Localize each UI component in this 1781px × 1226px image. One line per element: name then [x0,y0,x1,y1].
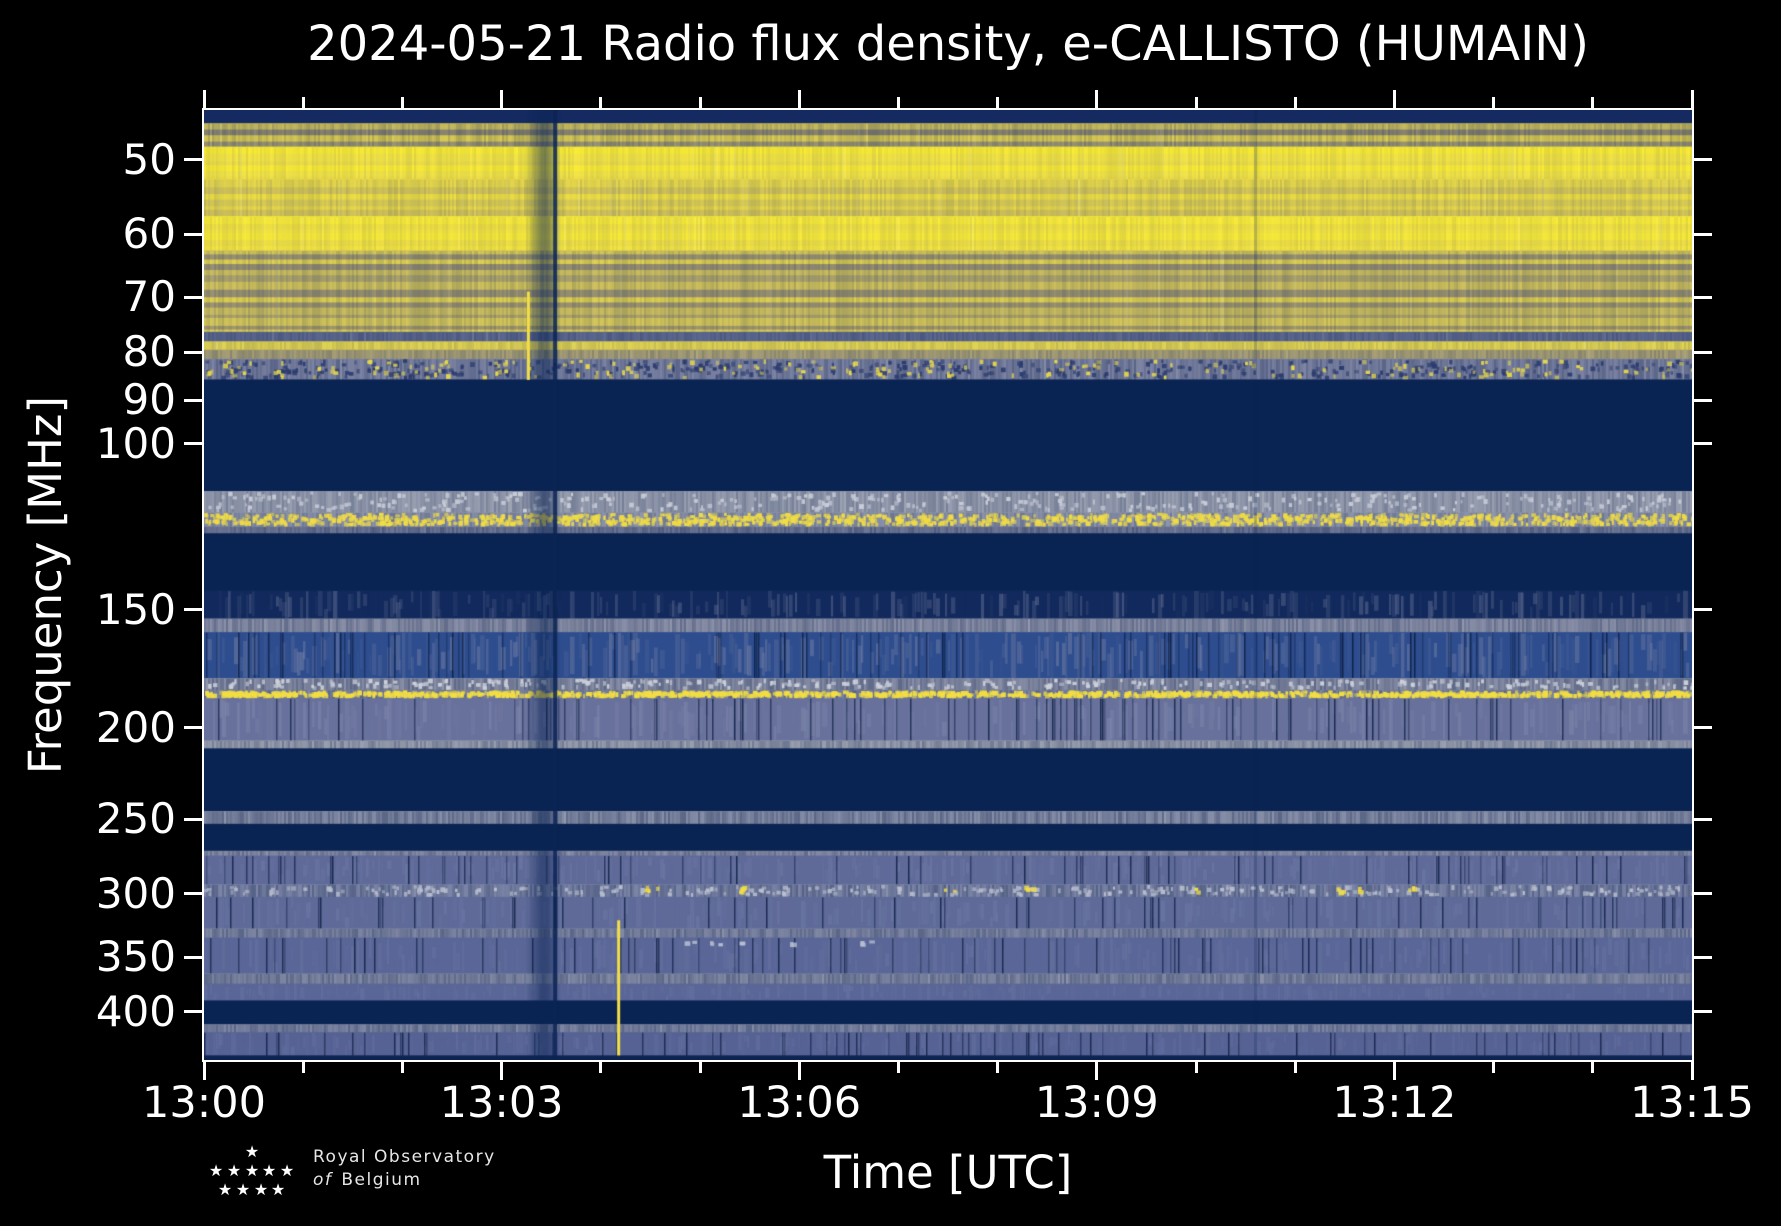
y-major-tick-right [1694,398,1712,402]
y-tick-label: 200 [95,702,176,752]
star-icon: ★ [279,1161,295,1180]
x-major-tick-top [797,90,801,108]
y-tick-label: 350 [95,932,176,981]
y-major-tick [184,726,202,730]
logo-text-of: of [313,1170,333,1190]
x-major-tick-top [1690,90,1694,108]
y-major-tick-right [1694,442,1712,446]
x-minor-tick-top [996,97,1000,108]
y-major-tick [184,955,202,959]
x-minor-tick [599,1062,603,1073]
x-major-tick-top [500,90,504,108]
x-minor-tick [1293,1062,1297,1073]
x-minor-tick-top [1194,97,1198,108]
x-minor-tick-top [698,97,702,108]
x-minor-tick [1492,1062,1496,1073]
y-tick-label: 400 [95,986,176,1036]
y-major-tick [184,158,202,162]
x-major-tick [202,1062,206,1080]
x-tick-label: 13:06 [737,1078,862,1128]
star-icon: ★ [244,1142,260,1161]
x-minor-tick [400,1062,404,1073]
x-major-tick-top [1095,90,1099,108]
x-major-tick [1095,1062,1099,1080]
y-major-tick [184,232,202,236]
y-tick-label: 50 [122,134,176,184]
x-minor-tick [896,1062,900,1073]
x-minor-tick-top [599,97,603,108]
x-minor-tick-top [301,97,305,108]
y-major-tick [184,608,202,612]
y-major-tick-right [1694,350,1712,354]
y-major-tick-right [1694,1010,1712,1014]
y-major-tick-right [1694,232,1712,236]
x-major-tick-top [202,90,206,108]
star-icon: ★ [226,1161,242,1180]
page-title: 2024-05-21 Radio flux density, e-CALLIST… [307,16,1589,72]
logo-text-line2: of Belgium [313,1170,422,1190]
x-minor-tick [1591,1062,1595,1073]
y-major-tick [184,892,202,896]
x-tick-label: 13:00 [142,1078,266,1128]
y-major-tick-right [1694,955,1712,959]
y-major-tick [184,398,202,402]
y-tick-label: 300 [95,868,176,918]
star-icon: ★ [253,1180,269,1199]
y-major-tick-right [1694,726,1712,730]
y-major-tick-right [1694,608,1712,612]
y-major-tick [184,295,202,299]
y-major-tick [184,817,202,821]
x-minor-tick-top [1591,97,1595,108]
x-minor-tick-top [1293,97,1297,108]
x-minor-tick [1194,1062,1198,1073]
y-major-tick [184,1010,202,1014]
logo-text-line1: Royal Observatory [313,1147,496,1167]
y-major-tick-right [1694,817,1712,821]
x-major-tick [1690,1062,1694,1080]
star-icon: ★ [217,1180,233,1199]
y-major-tick-right [1694,295,1712,299]
x-minor-tick-top [896,97,900,108]
y-tick-label: 60 [122,209,176,259]
star-icon: ★ [270,1180,286,1199]
y-major-tick [184,442,202,446]
x-minor-tick [996,1062,1000,1073]
y-major-tick-right [1694,892,1712,896]
x-tick-label: 13:15 [1630,1078,1754,1128]
y-tick-label: 100 [95,418,176,468]
spectrogram-canvas [204,110,1692,1060]
plot-frame [202,108,1694,1062]
x-major-tick [1392,1062,1396,1080]
x-minor-tick-top [1492,97,1496,108]
y-tick-label: 150 [95,584,176,634]
x-major-tick [500,1062,504,1080]
star-icon: ★ [244,1161,260,1180]
logo-text-belgium: Belgium [341,1170,422,1190]
star-icon: ★ [261,1161,277,1180]
y-tick-label: 250 [95,794,176,844]
x-minor-tick-top [400,97,404,108]
x-tick-label: 13:09 [1034,1078,1159,1128]
x-minor-tick [301,1062,305,1073]
y-tick-label: 70 [122,272,176,322]
x-tick-label: 13:03 [439,1078,564,1128]
star-icon: ★ [235,1180,251,1199]
y-tick-label: 80 [122,327,176,377]
y-major-tick [184,350,202,354]
x-tick-label: 13:12 [1332,1078,1457,1128]
x-minor-tick [698,1062,702,1073]
y-tick-label: 90 [122,375,176,425]
star-icon: ★ [208,1161,224,1180]
x-major-tick [797,1062,801,1080]
x-major-tick-top [1392,90,1396,108]
y-major-tick-right [1694,158,1712,162]
x-axis-label: Time [UTC] [823,1146,1073,1199]
